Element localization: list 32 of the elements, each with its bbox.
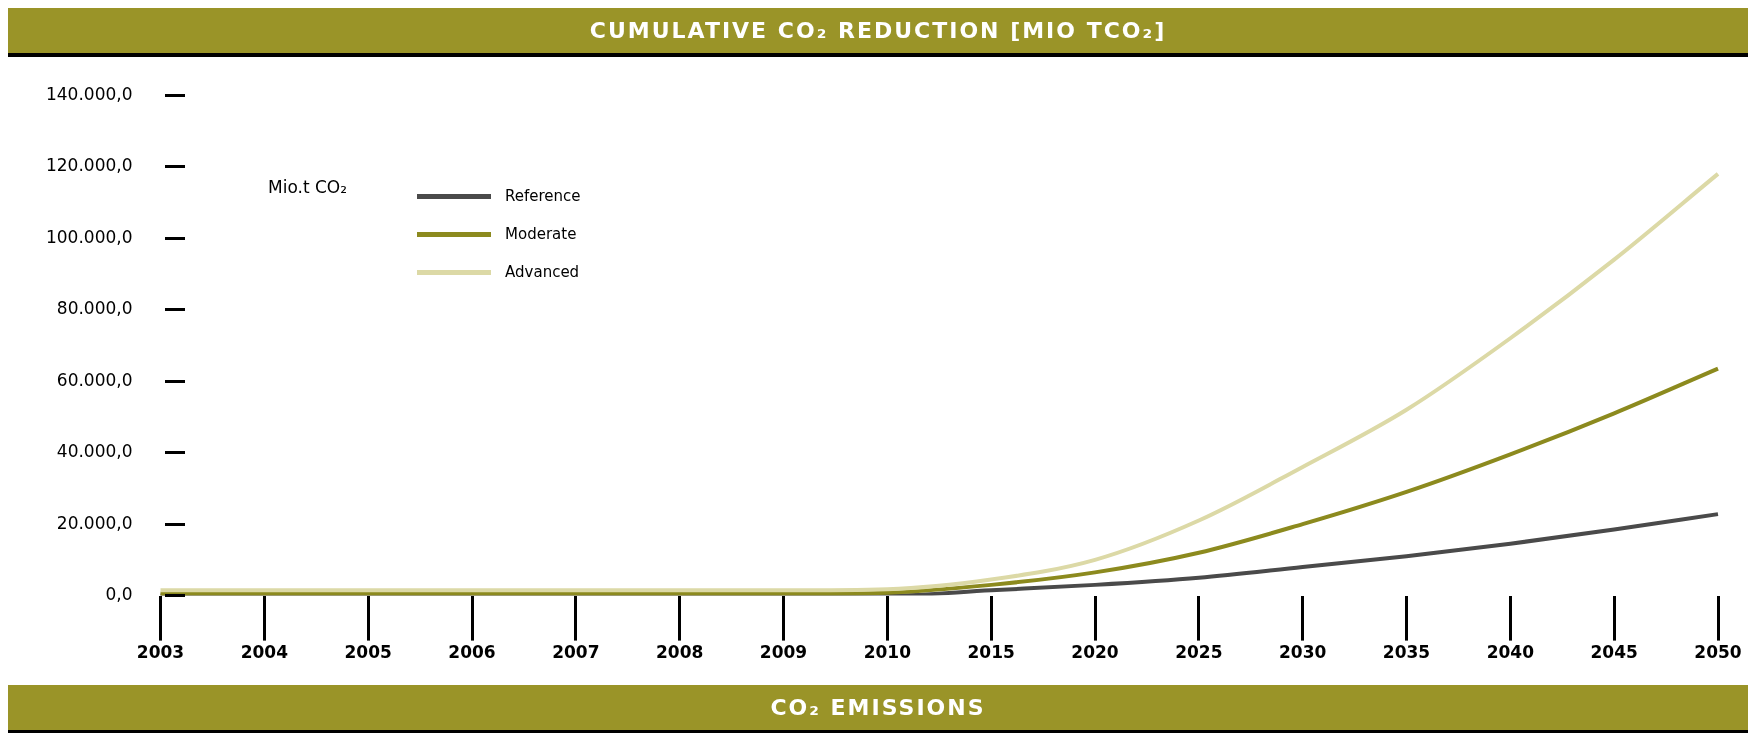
x-tick-label: 2040: [1486, 642, 1535, 663]
x-tick-label: 2003: [136, 642, 185, 663]
y-tick-label: 80.000,0: [56, 298, 133, 319]
x-tick-label: 2005: [344, 642, 392, 663]
legend-label: Moderate: [505, 225, 577, 243]
x-tick-label: 2020: [1071, 642, 1119, 663]
x-tick-label: 2025: [1175, 642, 1223, 663]
chart-title: CUMULATIVE CO₂ REDUCTION [MIO TCO₂]: [8, 8, 1748, 57]
legend-label: Reference: [505, 187, 581, 205]
x-tick-label: 2004: [240, 642, 289, 663]
x-tick-label: 2006: [448, 642, 496, 663]
line-series: [158, 171, 1720, 593]
y-tick-label: 100.000,0: [45, 226, 133, 247]
x-tick-label: 2009: [759, 642, 808, 663]
line-series: [158, 366, 1720, 596]
legend-label: Advanced: [505, 263, 580, 281]
y-tick-label: 140.000,0: [45, 83, 133, 104]
x-tick-label: 2030: [1279, 642, 1327, 663]
x-tick-label: 2035: [1382, 642, 1431, 663]
text: CO₂ EMISSIONS: [8, 685, 1748, 733]
y-tick-label: 40.000,0: [56, 441, 133, 462]
x-tick-label: 2045: [1590, 642, 1638, 663]
y-tick-label: 0,0: [105, 584, 133, 605]
y-tick-label: 20.000,0: [56, 512, 133, 533]
x-tick-label: 2015: [967, 642, 1015, 663]
y-tick-label: 60.000,0: [56, 369, 133, 390]
x-tick-label: 2010: [863, 642, 912, 663]
y-tick-label: 120.000,0: [45, 155, 133, 176]
x-tick-label: 2050: [1694, 642, 1742, 663]
x-tick-label: 2008: [656, 642, 704, 663]
x-tick-label: 2007: [552, 642, 600, 663]
legend-title: Mio.t CO₂: [268, 177, 348, 197]
